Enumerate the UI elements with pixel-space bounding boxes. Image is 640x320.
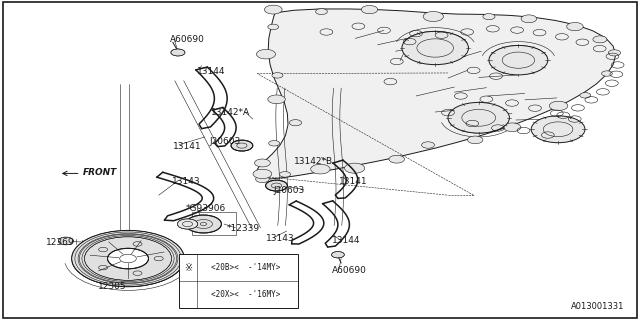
- Circle shape: [344, 163, 365, 173]
- Text: 13144: 13144: [332, 236, 360, 245]
- Circle shape: [566, 22, 583, 31]
- Text: *12339: *12339: [227, 224, 260, 233]
- Text: A60690: A60690: [170, 36, 204, 44]
- Circle shape: [253, 169, 272, 179]
- Text: 12369: 12369: [46, 238, 75, 247]
- Text: 13141: 13141: [339, 177, 368, 186]
- Circle shape: [255, 176, 269, 183]
- Text: J20603: J20603: [210, 137, 241, 146]
- Circle shape: [272, 73, 283, 78]
- Circle shape: [531, 116, 585, 143]
- Circle shape: [108, 248, 148, 269]
- Circle shape: [489, 45, 548, 75]
- Circle shape: [389, 155, 404, 163]
- Circle shape: [231, 140, 253, 151]
- Bar: [179, 254, 298, 308]
- Text: 13141: 13141: [173, 142, 202, 151]
- Circle shape: [310, 164, 330, 174]
- Circle shape: [316, 9, 328, 15]
- Circle shape: [177, 219, 198, 229]
- Circle shape: [289, 120, 301, 126]
- Text: 13142*A: 13142*A: [211, 108, 250, 117]
- Circle shape: [58, 237, 74, 245]
- Text: 13142*B: 13142*B: [294, 157, 333, 166]
- Circle shape: [608, 50, 621, 56]
- Text: A013001331: A013001331: [571, 302, 624, 311]
- Text: FRONT: FRONT: [83, 168, 118, 177]
- Circle shape: [504, 123, 521, 132]
- Circle shape: [84, 237, 172, 280]
- Circle shape: [593, 36, 607, 43]
- Circle shape: [468, 136, 483, 144]
- Text: A60690: A60690: [332, 266, 366, 275]
- Circle shape: [79, 234, 177, 283]
- Circle shape: [549, 101, 568, 110]
- Circle shape: [280, 172, 291, 177]
- Circle shape: [580, 92, 591, 98]
- Circle shape: [483, 13, 495, 20]
- Circle shape: [72, 230, 184, 287]
- Text: 13143: 13143: [172, 177, 200, 186]
- Text: J20603: J20603: [274, 186, 305, 195]
- Circle shape: [255, 159, 270, 167]
- Circle shape: [448, 102, 509, 133]
- Circle shape: [402, 31, 468, 65]
- Circle shape: [171, 49, 185, 56]
- Circle shape: [423, 12, 444, 21]
- Text: 13143: 13143: [266, 234, 294, 243]
- Circle shape: [602, 71, 612, 76]
- Polygon shape: [256, 9, 616, 179]
- Circle shape: [186, 215, 221, 233]
- Circle shape: [257, 49, 276, 59]
- Text: 13144: 13144: [197, 67, 226, 76]
- Text: 12305: 12305: [98, 282, 127, 291]
- Circle shape: [422, 142, 435, 148]
- Circle shape: [521, 15, 537, 23]
- Circle shape: [268, 24, 278, 30]
- Text: <20X><  -'16MY>: <20X>< -'16MY>: [211, 290, 281, 299]
- Circle shape: [266, 180, 287, 191]
- Circle shape: [269, 140, 280, 146]
- Circle shape: [362, 5, 378, 14]
- Circle shape: [268, 95, 285, 104]
- Text: <20B><  -'14MY>: <20B>< -'14MY>: [211, 263, 281, 272]
- Circle shape: [332, 252, 344, 258]
- Text: *G93906: *G93906: [186, 204, 226, 213]
- Circle shape: [264, 5, 282, 14]
- Text: ※: ※: [184, 262, 192, 273]
